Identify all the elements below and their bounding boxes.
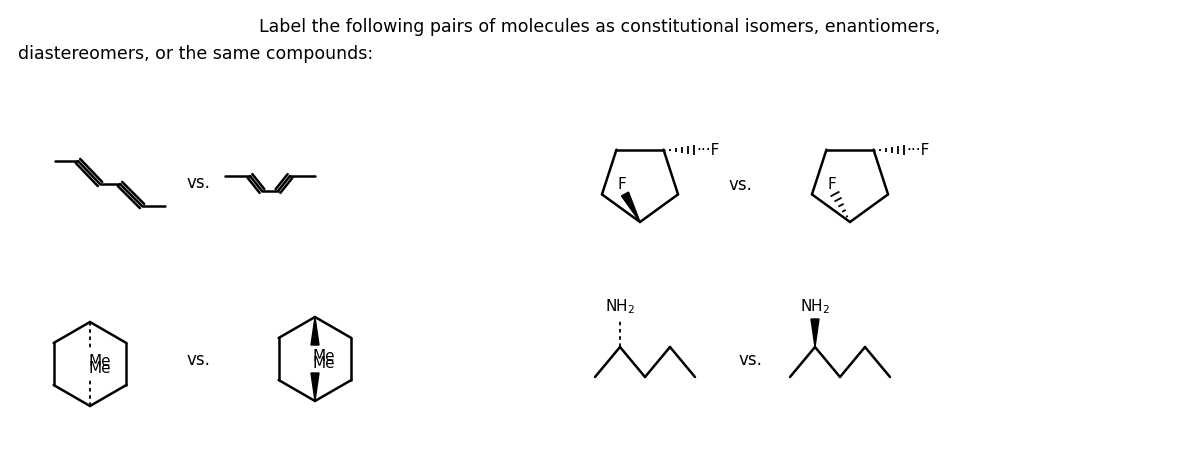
Polygon shape <box>622 193 640 222</box>
Text: vs.: vs. <box>738 350 762 368</box>
Text: Me: Me <box>88 353 110 368</box>
Text: vs.: vs. <box>728 175 752 193</box>
Text: Me: Me <box>313 355 336 370</box>
Text: ···F: ···F <box>696 143 720 158</box>
Text: F: F <box>618 177 626 192</box>
Text: vs.: vs. <box>186 174 210 192</box>
Text: Me: Me <box>313 348 336 363</box>
Polygon shape <box>311 373 319 401</box>
Text: Me: Me <box>88 360 110 375</box>
Text: vs.: vs. <box>186 350 210 368</box>
Text: diastereomers, or the same compounds:: diastereomers, or the same compounds: <box>18 45 373 63</box>
Polygon shape <box>311 318 319 345</box>
Text: NH$_2$: NH$_2$ <box>605 297 635 315</box>
Text: ···F: ···F <box>906 143 930 158</box>
Text: F: F <box>828 177 836 192</box>
Polygon shape <box>811 319 818 347</box>
Text: Label the following pairs of molecules as constitutional isomers, enantiomers,: Label the following pairs of molecules a… <box>259 18 941 36</box>
Text: NH$_2$: NH$_2$ <box>800 297 830 315</box>
